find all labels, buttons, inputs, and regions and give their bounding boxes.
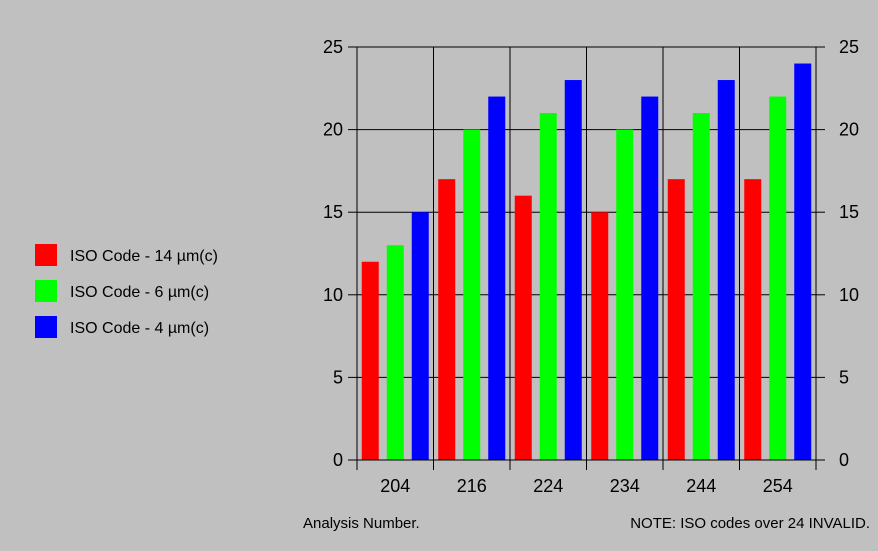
bar-204-series-1 — [361, 261, 379, 460]
legend-label-1: ISO Code - 14 µm(c) — [70, 248, 218, 265]
bar-234-series-3 — [641, 96, 659, 460]
bar-234-series-1 — [591, 212, 609, 460]
x-tick-label: 254 — [763, 476, 793, 496]
y-axis-right-ticks: 0 5 10 15 20 25 — [816, 37, 859, 470]
grid-lines — [357, 46, 816, 470]
y-tick-label-right: 0 — [839, 450, 849, 470]
bar-244-series-3 — [717, 80, 735, 460]
y-axis-left-ticks: 0 5 10 15 20 25 — [323, 37, 357, 470]
bar-224-series-1 — [514, 195, 532, 460]
y-tick-label-left: 20 — [323, 120, 343, 140]
bar-254-series-1 — [744, 179, 762, 460]
y-tick-label-left: 25 — [323, 37, 343, 57]
bar-254-series-2 — [769, 96, 787, 460]
y-tick-label-left: 0 — [333, 450, 343, 470]
y-tick-label-left: 10 — [323, 285, 343, 305]
bars — [361, 63, 812, 461]
bar-244-series-2 — [692, 113, 710, 460]
x-tick-label: 244 — [686, 476, 716, 496]
y-tick-label-left: 15 — [323, 202, 343, 222]
axes — [356, 46, 817, 470]
x-tick-label: 204 — [380, 476, 410, 496]
y-tick-label-right: 10 — [839, 285, 859, 305]
bar-244-series-1 — [667, 179, 685, 460]
bar-254-series-3 — [794, 63, 812, 461]
x-tick-label: 224 — [533, 476, 563, 496]
y-tick-label-right: 25 — [839, 37, 859, 57]
legend-swatch-3 — [35, 316, 57, 338]
x-tick-label: 216 — [457, 476, 487, 496]
bar-224-series-2 — [539, 113, 557, 460]
bar-216-series-2 — [463, 129, 481, 460]
bar-216-series-1 — [438, 179, 456, 460]
x-axis-ticks: 204 216 224 234 244 254 — [380, 476, 793, 496]
x-tick-label: 234 — [610, 476, 640, 496]
bar-204-series-3 — [411, 212, 429, 460]
legend-swatch-2 — [35, 280, 57, 302]
invalid-note: NOTE: ISO codes over 24 INVALID. — [630, 515, 870, 532]
y-tick-label-right: 15 — [839, 202, 859, 222]
bar-224-series-3 — [564, 80, 582, 460]
legend-swatch-1 — [35, 244, 57, 266]
legend-label-2: ISO Code - 6 µm(c) — [70, 284, 209, 301]
y-tick-label-right: 20 — [839, 120, 859, 140]
x-axis-label: Analysis Number. — [303, 515, 420, 532]
legend-label-3: ISO Code - 4 µm(c) — [70, 320, 209, 337]
bar-234-series-2 — [616, 129, 634, 460]
y-tick-label-left: 5 — [333, 367, 343, 387]
bar-216-series-3 — [488, 96, 506, 460]
bar-204-series-2 — [386, 245, 404, 460]
y-tick-label-right: 5 — [839, 367, 849, 387]
legend: ISO Code - 14 µm(c) ISO Code - 6 µm(c) ISO… — [35, 244, 218, 338]
